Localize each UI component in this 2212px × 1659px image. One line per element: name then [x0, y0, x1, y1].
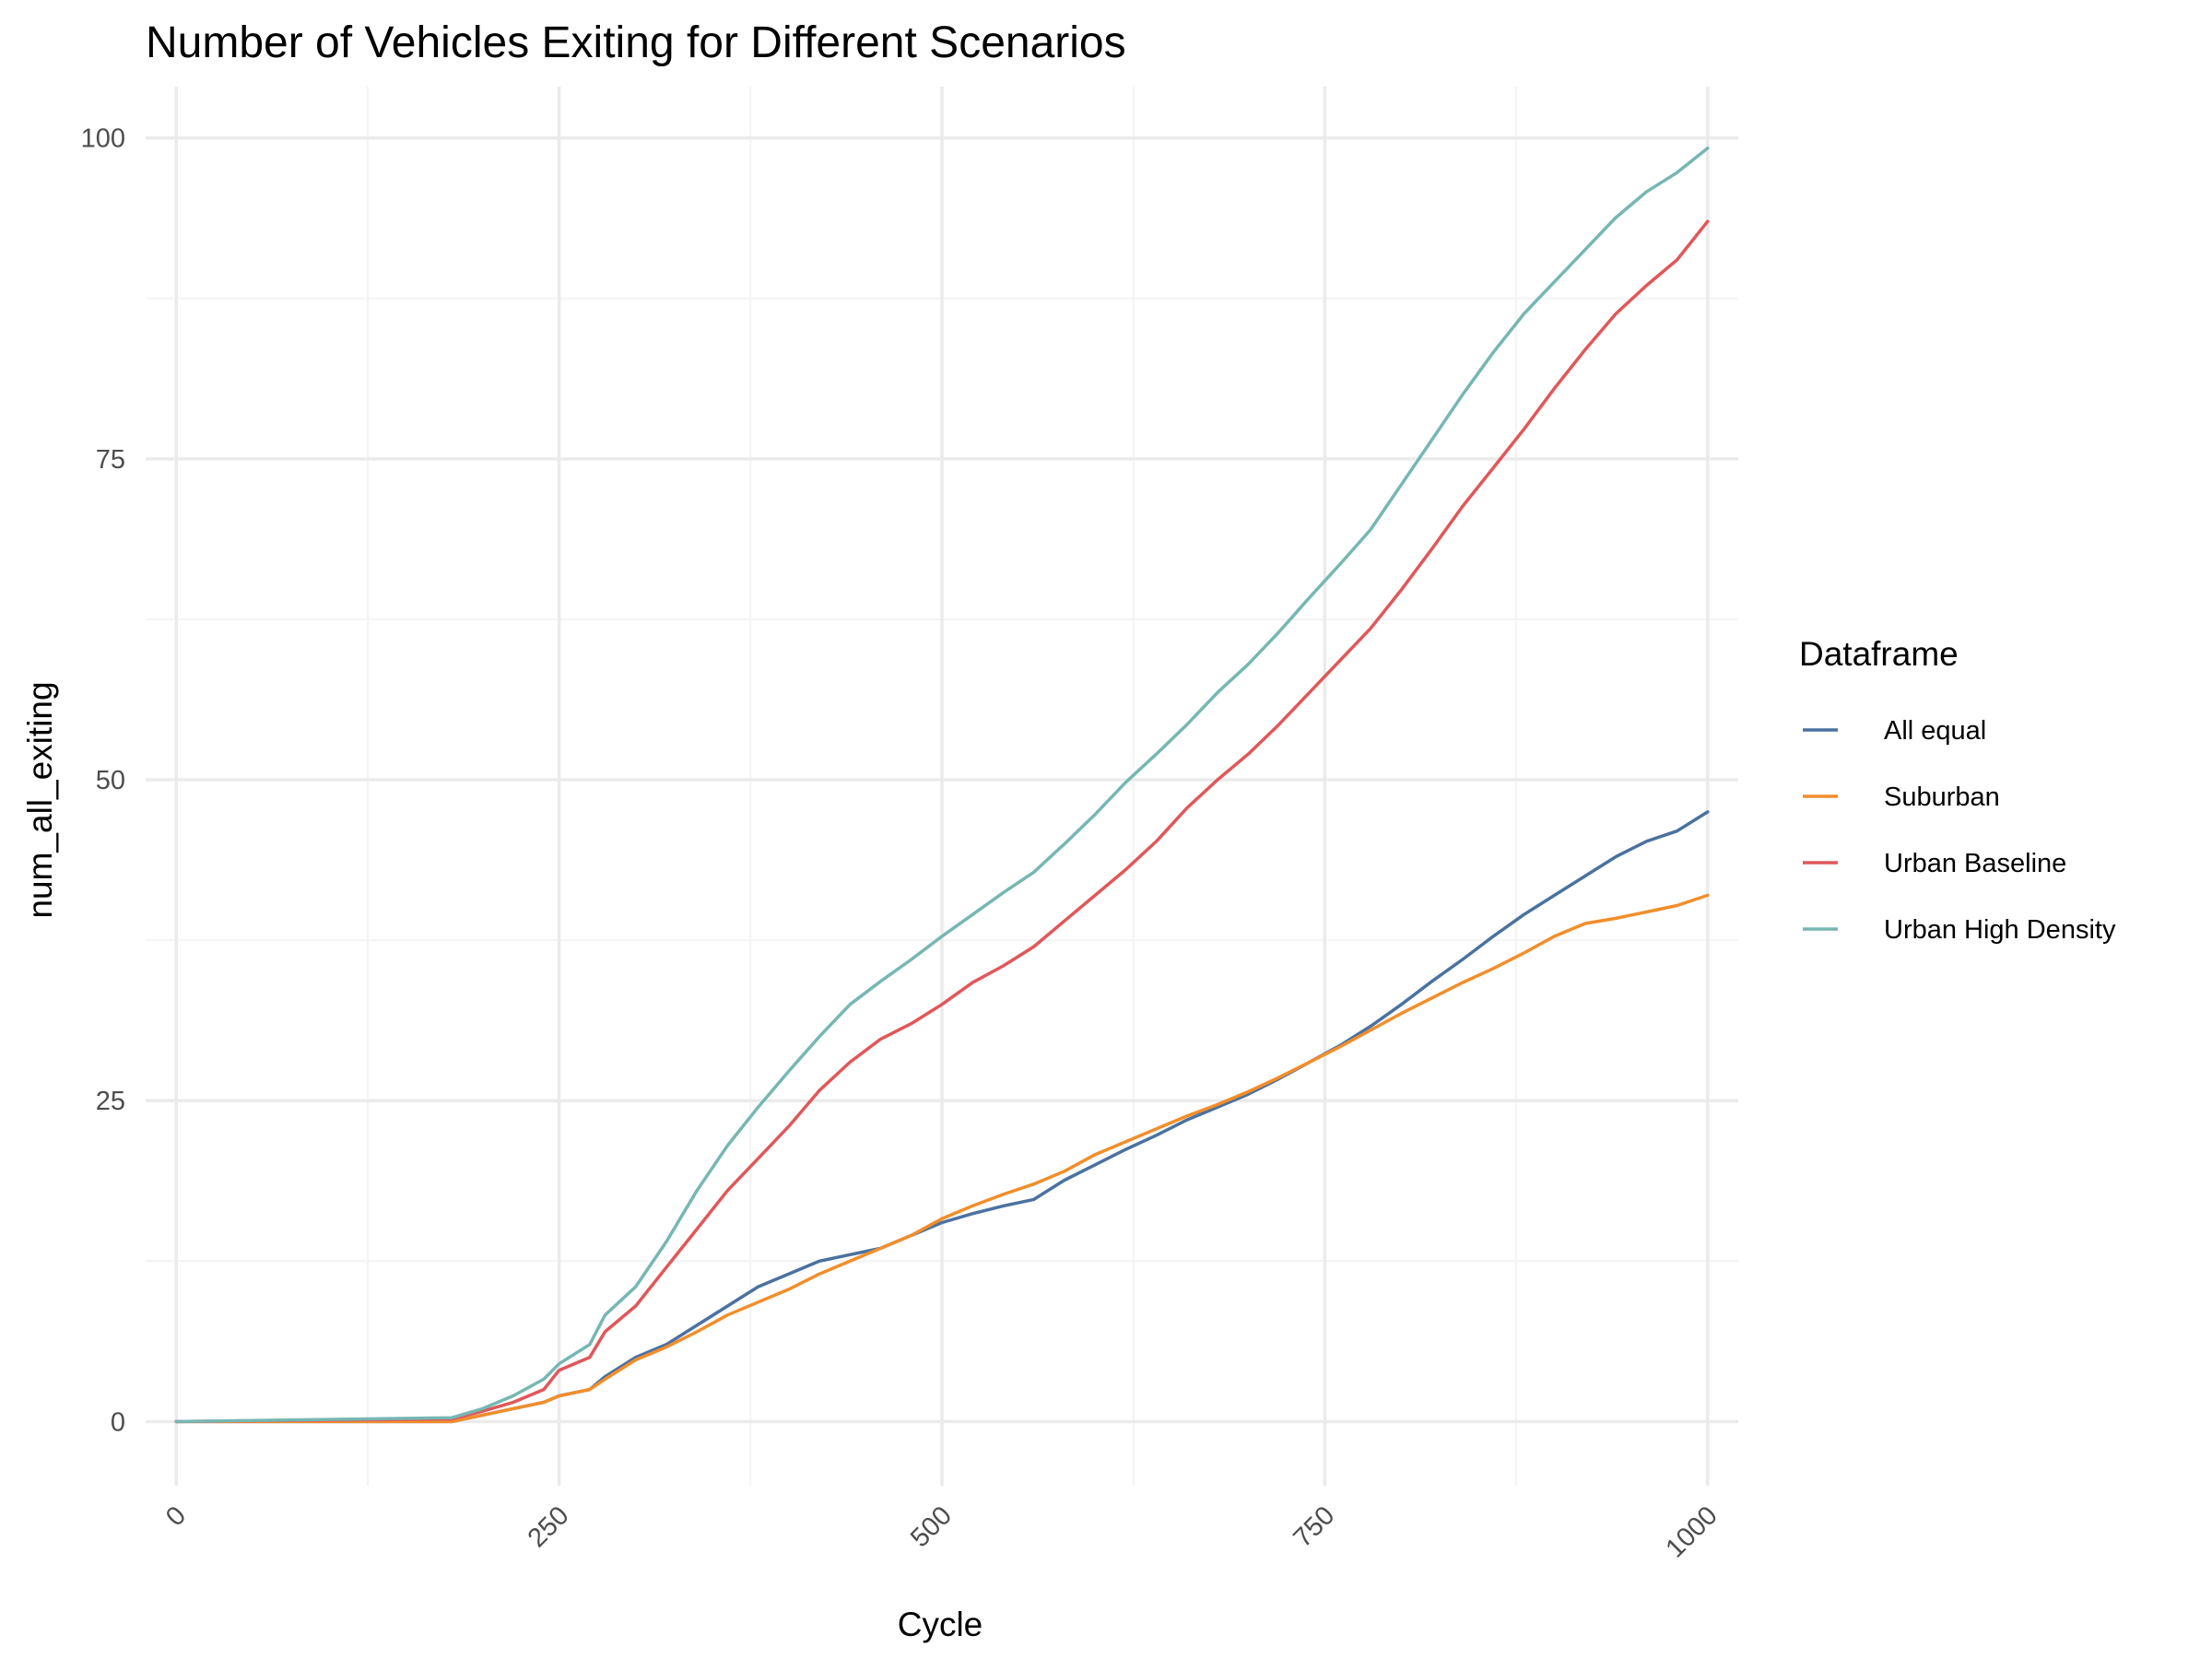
y-tick-label: 100	[81, 124, 125, 154]
series-line-all-equal	[174, 810, 1710, 1424]
legend: Dataframe All equal Suburban Urban Baselin…	[1799, 635, 2116, 945]
y-axis-title: num_all_exiting	[21, 681, 59, 918]
chart-title: Number of Vehicles Exiting for Different…	[146, 18, 1126, 67]
y-axis-ticks: 0 25 50 75 100	[81, 124, 125, 1438]
y-tick-label: 0	[111, 1407, 125, 1437]
series-line-urban-high-density	[174, 147, 1710, 1424]
grid-lines	[146, 87, 1738, 1486]
legend-items: All equal Suburban Urban Baseline Urban Hig…	[1803, 716, 2116, 945]
x-axis-title: Cycle	[898, 1606, 983, 1643]
y-tick-label: 25	[96, 1087, 125, 1116]
series-line-suburban	[174, 893, 1710, 1424]
series-lines	[174, 147, 1710, 1424]
legend-title: Dataframe	[1799, 635, 1959, 673]
legend-label: Suburban	[1884, 782, 2000, 812]
legend-label: Urban High Density	[1884, 915, 2116, 945]
legend-label: All equal	[1884, 716, 1986, 746]
y-tick-label: 50	[96, 766, 125, 795]
legend-label: Urban Baseline	[1884, 849, 2066, 878]
y-tick-label: 75	[96, 445, 125, 475]
series-line-urban-baseline	[174, 219, 1710, 1424]
